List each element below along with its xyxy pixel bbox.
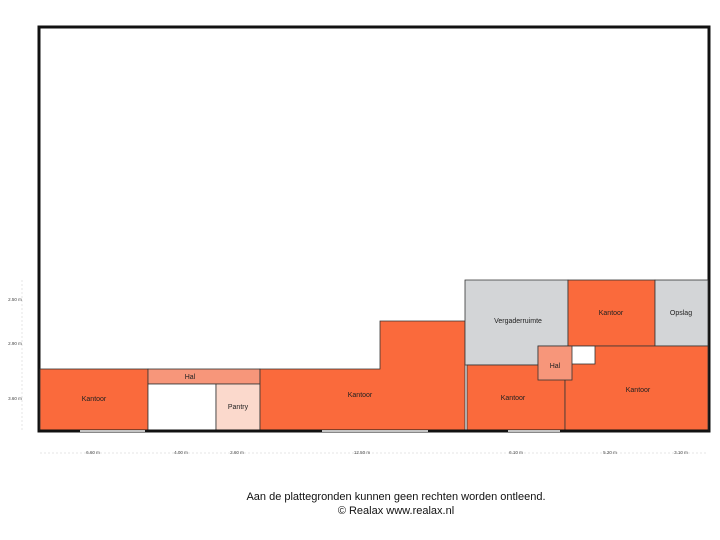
dimension: 6.10 m [509, 450, 523, 455]
stair-area [147, 383, 217, 431]
room-label: Kantoor [348, 392, 373, 399]
room-label: Kantoor [82, 396, 107, 403]
disclaimer: Aan de plattegronden kunnen geen rechten… [246, 491, 545, 503]
dimension: 2.50 m [8, 297, 22, 302]
dimension: 3.10 m [674, 450, 688, 455]
room [567, 279, 656, 347]
dimension: 6.60 m [86, 450, 100, 455]
room [654, 279, 709, 347]
dimension: 4.00 m [174, 450, 188, 455]
dimension: 3.60 m [8, 396, 22, 401]
dimension: 12.50 m [354, 450, 371, 455]
room-label: Kantoor [501, 395, 526, 402]
room-label: Hal [550, 363, 561, 370]
room [259, 320, 466, 431]
room [215, 383, 261, 431]
room-label: Pantry [228, 404, 249, 411]
room-label: Opslag [670, 310, 692, 317]
room-label: Kantoor [599, 310, 624, 317]
room-label: Hal [185, 374, 196, 381]
room [147, 368, 261, 385]
dimension: 5.20 m [603, 450, 617, 455]
credit: © Realax www.realax.nl [338, 505, 454, 517]
room-label: Kantoor [626, 387, 651, 394]
room [537, 345, 573, 381]
room [39, 368, 149, 431]
room-label: Vergaderruimte [494, 318, 542, 325]
dimension: 2.90 m [8, 341, 22, 346]
dimension: 2.60 m [230, 450, 244, 455]
